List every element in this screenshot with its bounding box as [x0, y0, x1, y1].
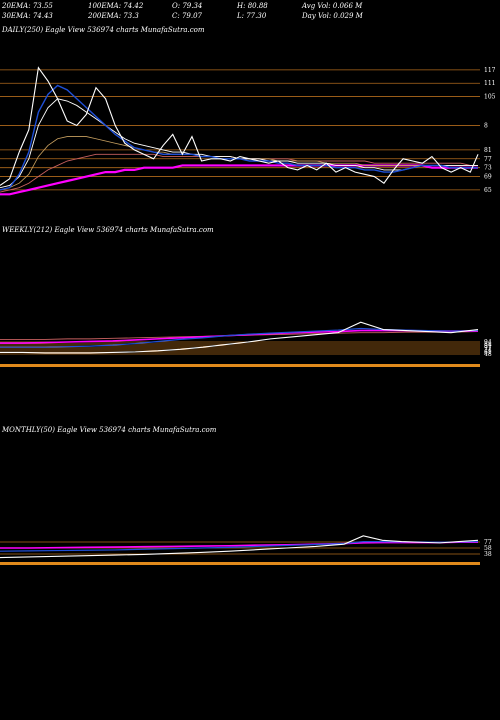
weekly-volume-band	[0, 364, 480, 367]
ema30-value: 30EMA: 74.43	[2, 12, 53, 20]
open-value: O: 79.34	[172, 2, 203, 10]
daily-ema30-line	[0, 98, 478, 189]
low-value: L: 77.30	[237, 12, 267, 20]
monthly-price-line	[0, 535, 479, 559]
daily-tick-label: 8	[484, 122, 488, 129]
weekly-tick-label: 81	[484, 343, 492, 350]
close-value: C: 79.07	[172, 12, 202, 20]
ema100-value: 100EMA: 74.42	[88, 2, 144, 10]
ema20-value: 20EMA: 73.55	[2, 2, 53, 10]
daily-panel-label: DAILY(250) Eagle View 536974 charts Muna…	[2, 26, 205, 34]
monthly-tick-label: 77	[484, 539, 492, 546]
weekly-tick-label: 77	[484, 345, 492, 352]
monthly-tick-label: 38	[484, 551, 492, 558]
weekly-price-line	[0, 321, 479, 354]
daily-tick-label: 81	[484, 147, 492, 154]
daily-ema20-line	[0, 84, 478, 191]
daily-tick-label: 105	[484, 94, 496, 101]
monthly-panel-label: MONTHLY(50) Eagle View 536974 charts Mun…	[2, 426, 217, 434]
day-volume: Day Vol: 0.029 M	[302, 12, 363, 20]
daily-tick-label: 69	[484, 174, 492, 181]
monthly-tick-label: 58	[484, 545, 492, 552]
avg-volume: Avg Vol: 0.066 M	[302, 2, 363, 10]
daily-tick-label: 117	[484, 67, 496, 74]
daily-tick-label: 77	[484, 156, 492, 163]
weekly-tick-label: 48	[484, 351, 492, 358]
high-value: H: 80.88	[237, 2, 268, 10]
weekly-tick-label: 84	[484, 341, 492, 348]
monthly-volume-band	[0, 562, 480, 565]
daily-chart: 117 111 105 8 81 77 73 69 65	[0, 66, 496, 196]
daily-price-line	[0, 66, 479, 186]
weekly-panel-label: WEEKLY(212) Eagle View 536974 charts Mun…	[2, 226, 214, 234]
weekly-tick-label: 74	[484, 347, 492, 354]
daily-tick-label: 65	[484, 187, 492, 194]
weekly-tick-label: 94	[484, 339, 492, 346]
weekly-tick-label: 61	[484, 349, 492, 356]
ema200-value: 200EMA: 73.3	[88, 12, 139, 20]
daily-tick-label: 73	[484, 165, 492, 172]
daily-tick-label: 111	[484, 80, 495, 87]
